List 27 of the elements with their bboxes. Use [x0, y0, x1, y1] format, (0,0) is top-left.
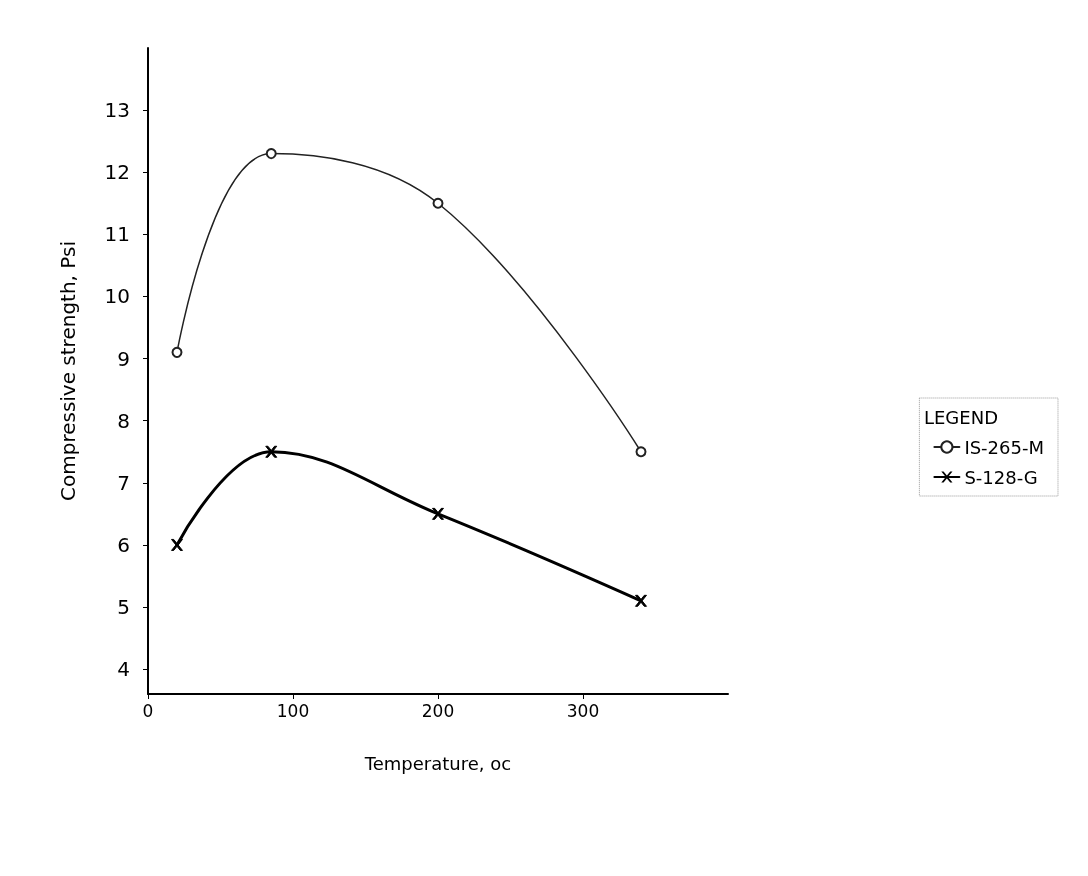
x-axis-title: Temperature, oc	[363, 752, 512, 774]
point	[432, 197, 444, 209]
point	[635, 594, 647, 607]
y-tick-label: 4	[117, 657, 130, 682]
point	[635, 446, 647, 458]
y-axis-title: Compressive strength, Psi	[56, 241, 80, 501]
y-tick-label: 6	[117, 532, 130, 557]
y-tick-label: 13	[104, 98, 130, 123]
legend-label: S-128-G	[964, 466, 1038, 488]
point	[265, 148, 277, 160]
point	[432, 507, 444, 520]
point	[171, 538, 183, 551]
x-tick-label: 300	[566, 700, 600, 721]
x-tick-label: 0	[142, 700, 154, 721]
y-tick-label: 9	[117, 346, 130, 371]
y-tick-label: 12	[104, 160, 130, 185]
y-tick-label: 11	[104, 222, 130, 247]
x-tick-label: 200	[421, 700, 455, 721]
y-tick-label: 8	[117, 408, 130, 433]
point	[171, 346, 183, 358]
point	[265, 445, 278, 458]
x-tick-label: 100	[276, 700, 310, 721]
y-tick-label: 5	[117, 595, 130, 620]
legend-title: LEGEND	[923, 406, 999, 428]
legend-label: IS-265-M	[964, 436, 1045, 458]
y-tick-label: 7	[117, 470, 130, 495]
y-tick-label: 10	[104, 284, 130, 309]
